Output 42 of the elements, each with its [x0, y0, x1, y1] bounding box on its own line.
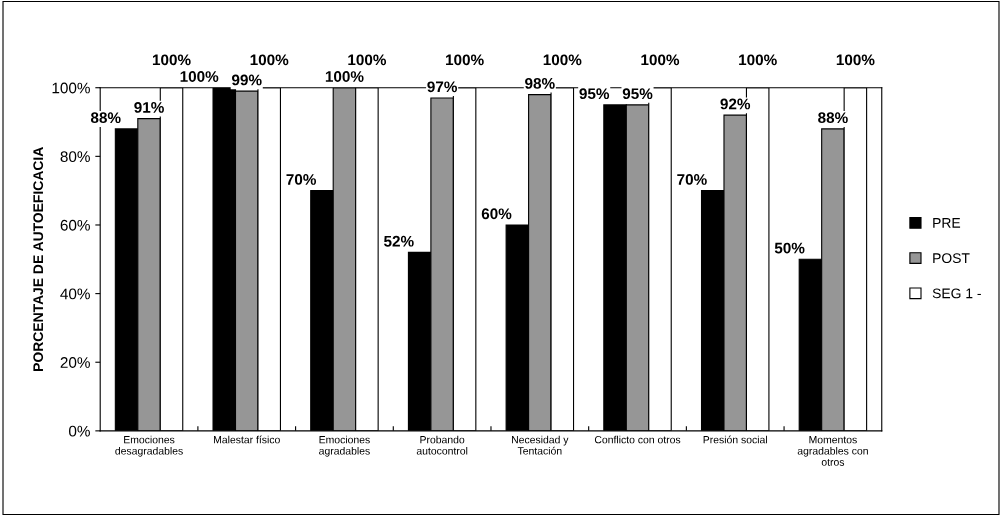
data-label: 99% [231, 74, 262, 86]
x-tick-label: Presión social [703, 435, 767, 444]
data-label: 97% [427, 81, 458, 93]
data-label: 100% [543, 54, 582, 66]
y-axis-title: PORCENTAJE DE AUTOEFICACIA [33, 147, 44, 371]
x-tick-label: Emociones desagradables [115, 435, 183, 457]
y-tick-label: 40% [60, 288, 90, 300]
data-label: 88% [818, 112, 848, 124]
x-tick-label: Emociones agradables [319, 435, 370, 457]
legend-label: POST [933, 253, 970, 264]
data-label: 88% [90, 112, 121, 124]
data-label: 100% [836, 54, 875, 66]
data-label: 98% [525, 77, 555, 89]
data-label: 100% [250, 54, 289, 66]
x-tick-label: Momentos agradables con otros [797, 436, 868, 466]
data-label: 100% [739, 54, 777, 66]
x-tick-label: Conflicto con otros [594, 435, 681, 444]
x-tick-label: Probando autocontrol [416, 435, 468, 455]
y-tick-label: 60% [60, 219, 90, 231]
y-tick-label: 80% [60, 151, 90, 163]
data-label: 52% [384, 235, 414, 247]
data-label: 50% [774, 242, 805, 254]
data-label: 95% [579, 88, 610, 100]
data-label: 100% [152, 54, 191, 66]
data-label: 100% [348, 54, 387, 66]
data-label: 91% [134, 101, 164, 113]
legend-label: PRE [933, 218, 961, 228]
data-label: 100% [180, 71, 219, 82]
x-tick-label: Necesidad y Tentación [512, 435, 569, 455]
y-tick-label: 20% [60, 357, 90, 368]
y-tick-label: 0% [68, 425, 90, 437]
data-label: 100% [325, 71, 364, 82]
data-label: 70% [286, 174, 317, 185]
data-label: 92% [720, 98, 751, 110]
legend-label: SEG 1 - [932, 288, 981, 299]
data-label: 95% [622, 88, 653, 100]
x-tick-label: Malestar físico [214, 435, 280, 444]
data-label: 100% [641, 54, 680, 66]
data-label: 100% [446, 54, 484, 66]
data-label: 60% [481, 208, 512, 220]
y-tick-label: 100% [52, 82, 90, 94]
data-label: 70% [677, 174, 707, 185]
